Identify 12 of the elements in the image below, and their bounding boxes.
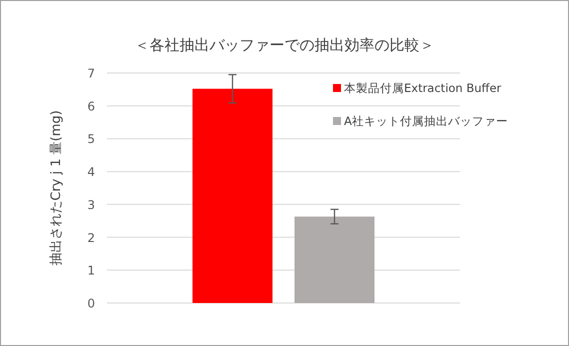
y-tick-label: 6 [87,99,95,114]
y-tick-label: 1 [87,264,95,278]
y-tick-label: 7 [87,66,95,80]
legend: 本製品付属Extraction Buffer [344,81,502,95]
title: ＜各社抽出バッファーでの抽出効率の比較＞ [134,36,434,54]
y-tick-label: 2 [87,230,95,245]
legend: A社キット付属抽出バッファー [344,114,508,128]
ylabel: 抽出されたCry j 1 量(mg) [49,110,64,266]
y-tick-label: 4 [87,165,95,180]
y-tick-label: 5 [87,132,95,146]
y-tick-label: 3 [87,198,95,212]
y-tick-label: 0 [87,296,95,310]
